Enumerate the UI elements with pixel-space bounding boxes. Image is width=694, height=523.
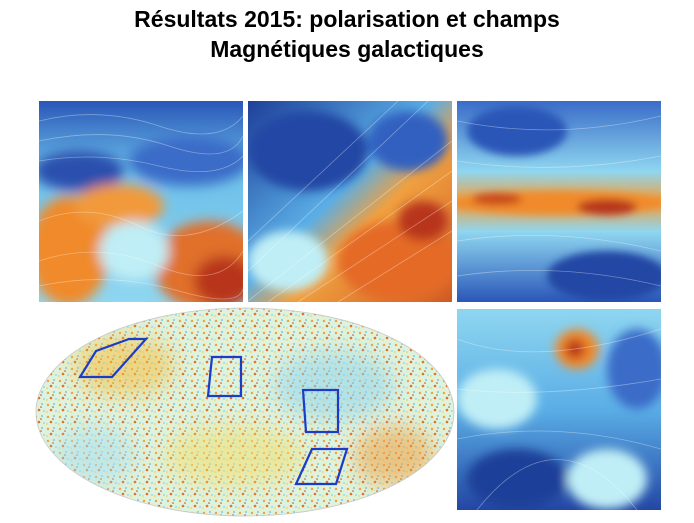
polarization-panel-3-image	[457, 101, 661, 302]
region-box-4	[294, 447, 349, 486]
sky-map-image	[35, 307, 455, 517]
polarization-panel-4-image	[457, 309, 661, 510]
sky-map	[34, 306, 456, 518]
region-box-1	[78, 337, 149, 379]
region-box-3	[301, 388, 340, 434]
polarization-panel-2-image	[248, 101, 452, 302]
title-line-1: Résultats 2015: polarisation et champs	[134, 6, 560, 32]
polarization-panel-2	[248, 101, 452, 302]
polarization-panel-3	[457, 101, 661, 302]
slide-title: Résultats 2015: polarisation et champs M…	[0, 4, 694, 64]
region-box-2	[206, 355, 243, 398]
region-outlines	[78, 337, 349, 486]
title-line-2: Magnétiques galactiques	[210, 36, 484, 62]
polarization-panel-1-image	[39, 101, 243, 302]
polarization-panel-4	[457, 309, 661, 510]
polarization-panel-1	[39, 101, 243, 302]
